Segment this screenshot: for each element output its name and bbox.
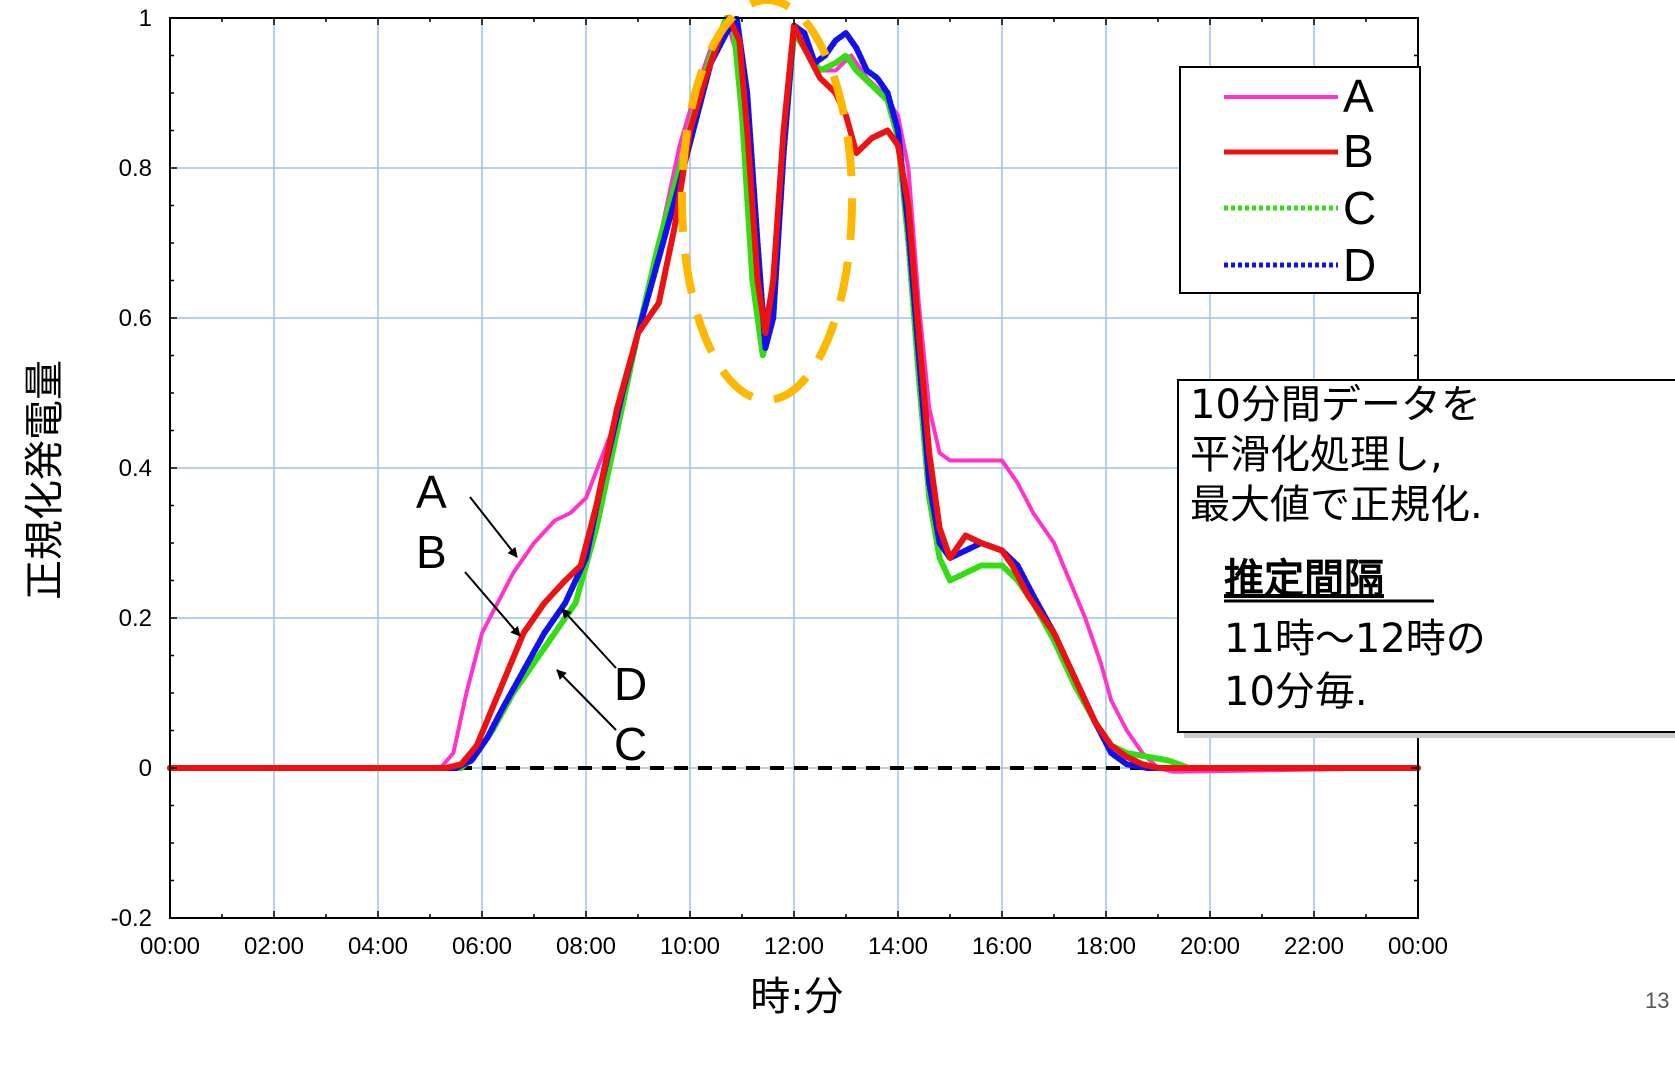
arrow-b — [464, 571, 521, 637]
note-box: 10分間データを 平滑化処理し, 最大値で正規化. 推定間隔 11時～12時の … — [1177, 379, 1675, 738]
note-line-2: 平滑化処理し, — [1190, 432, 1443, 478]
y-tick-label: 0 — [139, 755, 152, 782]
page-number: 13 — [1645, 988, 1669, 1013]
legend-box — [1179, 66, 1421, 294]
legend-label-d: D — [1343, 239, 1376, 291]
y-tick-label: 0.2 — [119, 605, 152, 632]
x-tick-labels: 00:00 02:00 04:00 06:00 08:00 10:00 12:00 14:00… — [140, 933, 1448, 960]
y-tick-label: 1 — [139, 5, 152, 32]
legend-label-a: A — [1343, 70, 1374, 122]
x-tick-label: 00:00 — [1388, 933, 1448, 960]
series-line-b — [167, 15, 1421, 771]
y-tick-labels: -0.2 0 0.2 0.4 0.6 0.8 1 — [111, 5, 152, 932]
legend-label-b: B — [1343, 125, 1374, 177]
x-tick-label: 18:00 — [1076, 933, 1136, 960]
legend: A B C D — [1179, 66, 1421, 294]
series-line-c — [167, 15, 1421, 771]
note-line-3: 最大値で正規化. — [1190, 482, 1483, 528]
x-tick-label: 20:00 — [1180, 933, 1240, 960]
x-tick-label: 14:00 — [868, 933, 928, 960]
x-tick-label: 04:00 — [348, 933, 408, 960]
arrow-a — [469, 496, 518, 558]
x-tick-label: 16:00 — [972, 933, 1032, 960]
y-tick-label: 0.6 — [119, 305, 152, 332]
arrow-label-a: A — [416, 466, 447, 518]
x-tick-label: 22:00 — [1284, 933, 1344, 960]
arrow-label-d: D — [614, 658, 647, 710]
arrow-c — [556, 669, 617, 731]
x-tick-label: 10:00 — [660, 933, 720, 960]
x-tick-label: 02:00 — [244, 933, 304, 960]
series-layer — [167, 15, 1421, 774]
note-heading: 推定間隔 — [1224, 556, 1384, 602]
x-tick-label: 12:00 — [764, 933, 824, 960]
arrow-d — [561, 608, 617, 669]
legend-label-c: C — [1343, 182, 1376, 234]
y-tick-label: 0.8 — [119, 155, 152, 182]
arrow-label-c: C — [614, 718, 647, 770]
note-body-2: 10分毎. — [1224, 669, 1368, 715]
x-tick-label: 00:00 — [140, 933, 200, 960]
note-body-1: 11時～12時の — [1224, 616, 1486, 662]
x-axis-title: 時:分 — [750, 974, 843, 1020]
note-box-frame — [1177, 379, 1675, 733]
highlight-ellipse — [678, 0, 856, 404]
arrow-annotations: A B D C — [416, 466, 647, 770]
arrow-label-b: B — [416, 526, 447, 578]
y-axis-title: 正規化発電量 — [22, 360, 68, 600]
x-tick-label: 06:00 — [452, 933, 512, 960]
y-tick-label: 0.4 — [119, 455, 152, 482]
y-tick-label: -0.2 — [111, 905, 152, 932]
x-tick-label: 08:00 — [556, 933, 616, 960]
note-line-1: 10分間データを — [1190, 382, 1481, 428]
